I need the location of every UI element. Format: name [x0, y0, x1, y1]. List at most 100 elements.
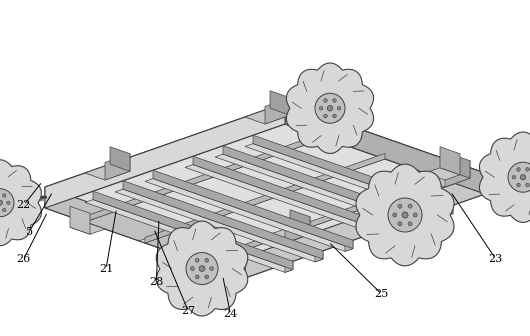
Polygon shape — [193, 156, 393, 235]
Polygon shape — [105, 154, 130, 180]
Polygon shape — [215, 154, 423, 227]
Polygon shape — [223, 146, 423, 224]
Polygon shape — [445, 205, 453, 216]
Polygon shape — [0, 160, 41, 246]
Polygon shape — [85, 200, 293, 272]
Polygon shape — [205, 174, 445, 264]
Polygon shape — [345, 240, 353, 251]
Circle shape — [3, 194, 6, 197]
Circle shape — [517, 168, 520, 171]
Polygon shape — [253, 135, 453, 214]
Polygon shape — [45, 124, 485, 278]
Circle shape — [388, 198, 422, 232]
Polygon shape — [79, 136, 325, 222]
Circle shape — [7, 201, 10, 204]
Circle shape — [520, 174, 526, 180]
Text: 23: 23 — [489, 254, 502, 264]
Circle shape — [315, 93, 345, 123]
Circle shape — [3, 208, 6, 212]
Circle shape — [408, 222, 412, 226]
Polygon shape — [45, 103, 485, 257]
Polygon shape — [270, 91, 290, 115]
Circle shape — [205, 258, 209, 262]
Circle shape — [526, 183, 529, 187]
Polygon shape — [170, 241, 190, 269]
Circle shape — [190, 267, 195, 270]
Circle shape — [186, 253, 218, 285]
Circle shape — [199, 266, 205, 271]
Polygon shape — [265, 227, 310, 243]
Circle shape — [393, 213, 397, 217]
Polygon shape — [445, 161, 470, 187]
Circle shape — [0, 189, 14, 217]
Polygon shape — [245, 108, 290, 124]
Polygon shape — [93, 191, 293, 269]
Polygon shape — [115, 189, 323, 262]
Circle shape — [210, 267, 214, 270]
Circle shape — [408, 204, 412, 208]
Circle shape — [413, 213, 417, 217]
Polygon shape — [480, 132, 530, 222]
Circle shape — [512, 175, 516, 179]
Polygon shape — [415, 216, 423, 227]
Text: 21: 21 — [99, 264, 113, 274]
Circle shape — [328, 106, 333, 111]
Polygon shape — [315, 251, 323, 262]
Polygon shape — [85, 132, 325, 222]
Polygon shape — [425, 168, 460, 180]
Polygon shape — [440, 147, 460, 175]
Polygon shape — [245, 143, 453, 216]
Polygon shape — [156, 221, 248, 316]
Circle shape — [0, 200, 3, 205]
Circle shape — [324, 114, 328, 118]
Polygon shape — [385, 226, 393, 238]
Text: 26: 26 — [17, 254, 31, 264]
Text: 5: 5 — [25, 227, 33, 237]
Circle shape — [398, 222, 402, 226]
Polygon shape — [356, 164, 454, 266]
Polygon shape — [145, 179, 353, 251]
Polygon shape — [170, 257, 205, 269]
Circle shape — [517, 183, 520, 187]
Circle shape — [205, 275, 209, 279]
Polygon shape — [45, 103, 285, 208]
Polygon shape — [285, 103, 485, 194]
Polygon shape — [425, 171, 470, 187]
Circle shape — [398, 204, 402, 208]
Text: 25: 25 — [375, 289, 388, 299]
Polygon shape — [110, 147, 130, 171]
Polygon shape — [325, 133, 360, 145]
Circle shape — [333, 114, 337, 118]
Polygon shape — [450, 154, 470, 178]
Circle shape — [195, 275, 199, 279]
Polygon shape — [185, 165, 393, 238]
Circle shape — [402, 212, 408, 218]
Circle shape — [324, 99, 328, 102]
Circle shape — [508, 162, 530, 192]
Polygon shape — [199, 178, 445, 264]
Polygon shape — [285, 217, 310, 243]
Polygon shape — [153, 170, 353, 249]
Polygon shape — [45, 187, 245, 278]
Circle shape — [195, 258, 199, 262]
Polygon shape — [123, 181, 323, 259]
Circle shape — [333, 99, 337, 102]
Polygon shape — [70, 206, 90, 234]
Polygon shape — [139, 157, 385, 243]
Polygon shape — [285, 261, 293, 272]
Text: 27: 27 — [181, 306, 195, 316]
Circle shape — [319, 107, 323, 110]
Polygon shape — [340, 112, 360, 140]
Circle shape — [526, 168, 529, 171]
Polygon shape — [70, 222, 105, 234]
Polygon shape — [145, 154, 385, 243]
Polygon shape — [85, 164, 130, 180]
Polygon shape — [286, 63, 374, 154]
Circle shape — [337, 107, 341, 110]
Text: 28: 28 — [149, 277, 163, 287]
Text: 22: 22 — [17, 200, 31, 210]
Polygon shape — [290, 210, 310, 234]
Text: 24: 24 — [224, 309, 237, 319]
Polygon shape — [245, 173, 485, 278]
Polygon shape — [265, 98, 290, 124]
